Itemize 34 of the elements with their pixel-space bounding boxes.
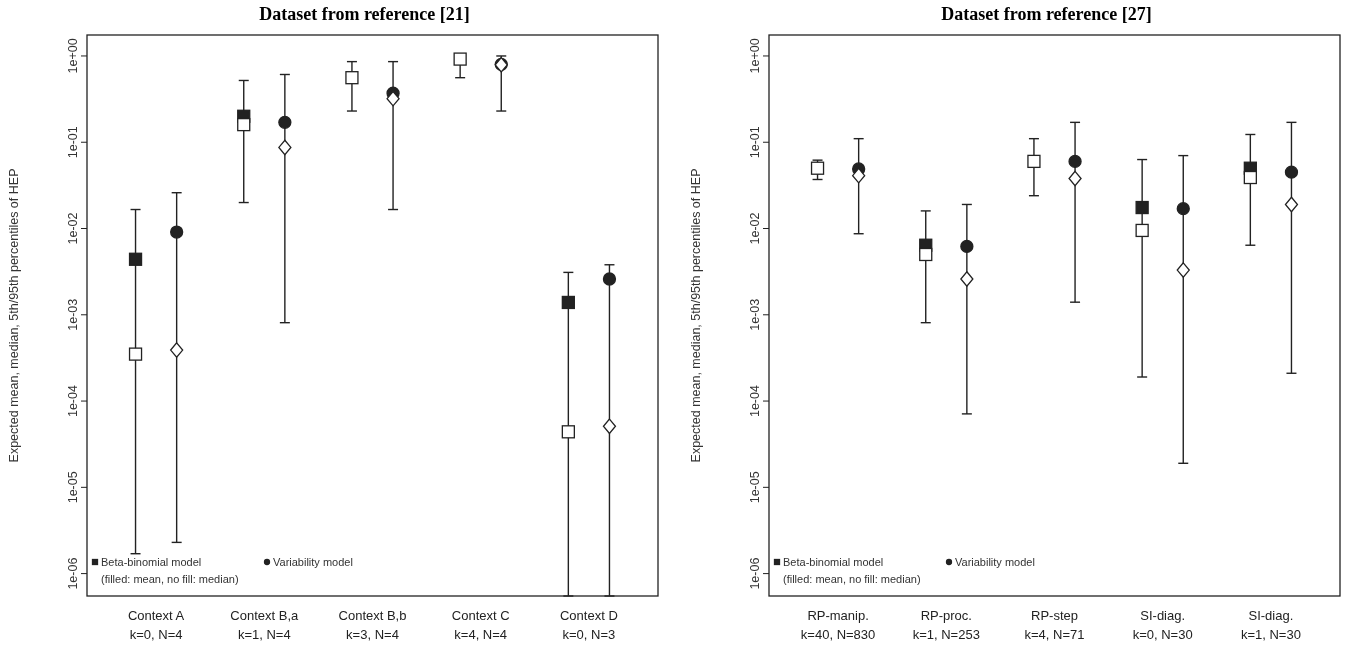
y-tick-label: 1e-01 bbox=[66, 126, 80, 159]
x-tick-label: SI-diag. k=1, N=30 bbox=[1240, 608, 1301, 642]
legend-label: Beta-binomial model bbox=[783, 556, 884, 568]
x-tick-label: Context B,a k=1, N=4 bbox=[230, 608, 300, 642]
legend-label: Variability model bbox=[273, 556, 353, 568]
y-tick-label: 1e-02 bbox=[748, 212, 762, 245]
annotation: (filled: mean, no fill: median) bbox=[101, 573, 239, 585]
x-tick-label: Context C k=4, N=4 bbox=[451, 608, 510, 642]
y-tick-label: 1e-04 bbox=[748, 385, 762, 418]
y-tick-label: 1e-02 bbox=[66, 212, 80, 245]
x-tick-label: RP-proc. k=1, N=253 bbox=[912, 608, 980, 642]
y-tick-label: 1e-01 bbox=[748, 126, 762, 159]
x-tick-label: RP-step k=4, N=71 bbox=[1024, 608, 1085, 642]
chart-title: Dataset from reference [21] bbox=[259, 4, 470, 24]
y-tick-label: 1e-06 bbox=[748, 557, 762, 590]
x-tick-label: Context D k=0, N=3 bbox=[559, 608, 618, 642]
chart-title: Dataset from reference [27] bbox=[941, 4, 1152, 24]
y-tick-label: 1e-05 bbox=[66, 471, 80, 504]
legend-label: Beta-binomial model bbox=[101, 556, 202, 568]
y-tick-label: 1e-03 bbox=[748, 298, 762, 331]
x-tick-label: RP-manip. k=40, N=830 bbox=[800, 608, 876, 642]
y-tick-label: 1e-04 bbox=[66, 385, 80, 418]
y-axis-title: Expected mean, median, 5th/95th percentiles of HEP bbox=[689, 168, 703, 463]
y-tick-label: 1e-06 bbox=[66, 557, 80, 590]
annotation: (filled: mean, no fill: median) bbox=[783, 573, 921, 585]
x-tick-label: Context B,b k=3, N=4 bbox=[338, 608, 407, 642]
legend-label: Variability model bbox=[955, 556, 1035, 568]
y-axis-title: Expected mean, median, 5th/95th percentiles of HEP bbox=[7, 168, 21, 463]
y-tick-label: 1e-05 bbox=[748, 471, 762, 504]
x-tick-label: SI-diag. k=0, N=30 bbox=[1132, 608, 1193, 642]
x-tick-label: Context A k=0, N=4 bbox=[127, 608, 185, 642]
y-tick-label: 1e-03 bbox=[66, 298, 80, 331]
y-tick-label: 1e+00 bbox=[748, 38, 762, 74]
y-tick-label: 1e+00 bbox=[66, 38, 80, 74]
